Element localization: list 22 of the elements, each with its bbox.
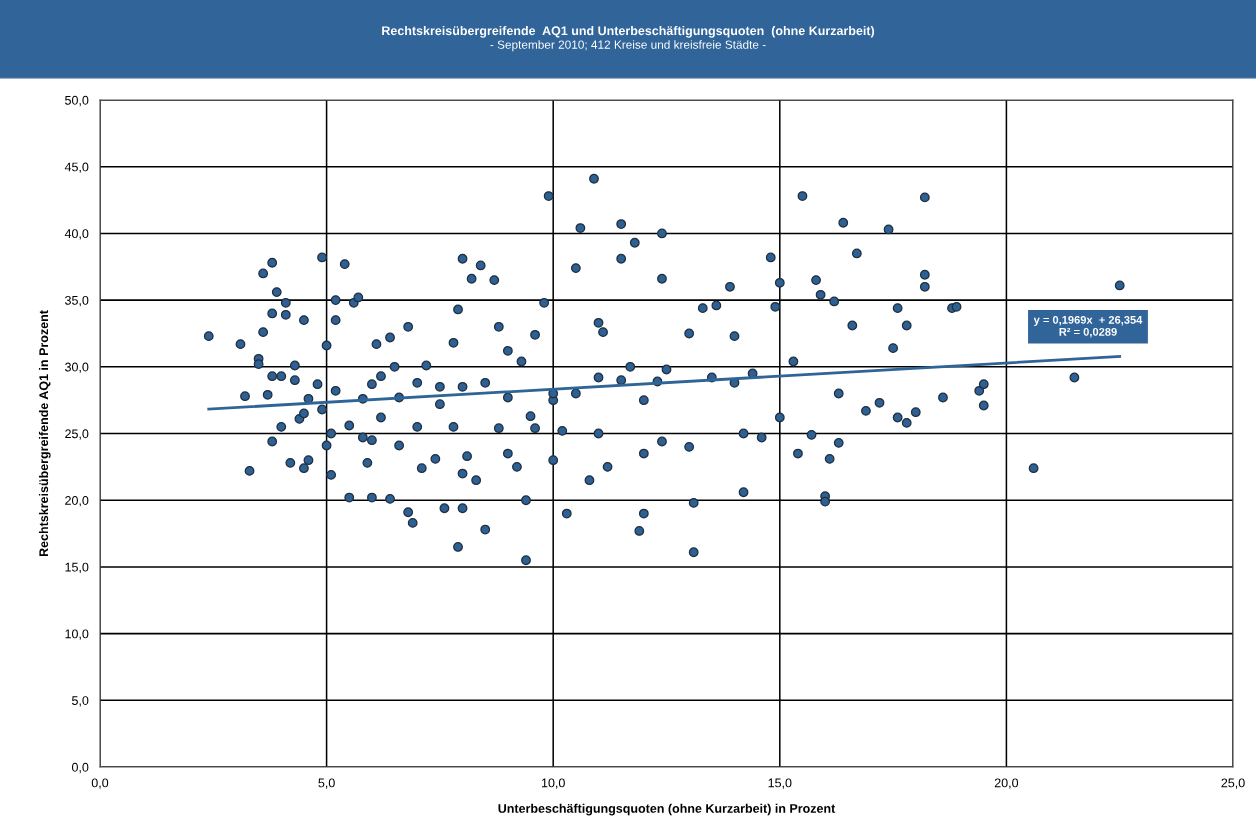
y-tick-label: 0,0 xyxy=(71,762,89,774)
chart-title: Rechtskreisübergreifende AQ1 und Unterbeschäftigungsquoten (ohne Kurzarbeit) xyxy=(382,25,875,38)
annotation: y = 0,1969x + 26,354 R² = 0,0289 xyxy=(1033,315,1143,338)
x-tick-label: 25,0 xyxy=(1221,778,1245,789)
x-tick-label: 20,0 xyxy=(994,778,1019,789)
y-tick-label: 25,0 xyxy=(65,429,89,440)
y-tick-label: 20,0 xyxy=(65,496,89,507)
chart-subtitle: - September 2010; 412 Kreise und kreisfreie Städte - xyxy=(490,40,766,52)
x-tick-label: 15,0 xyxy=(768,778,792,789)
y-tick-label: 40,0 xyxy=(64,229,89,240)
y-axis-title: Rechtskreisübergreifende AQ1 in Prozent xyxy=(38,310,51,557)
y-tick-label: 15,0 xyxy=(65,562,89,574)
x-tick-label: 10,0 xyxy=(541,778,565,789)
x-axis-title: Unterbeschäftigungsquoten (ohne Kurzarbeit) in Prozent xyxy=(498,803,836,816)
y-tick-label: 50,0 xyxy=(65,95,89,107)
y-tick-label: 35,0 xyxy=(65,295,89,307)
x-tick-label: 0,0 xyxy=(91,778,109,789)
y-tick-label: 45,0 xyxy=(64,162,89,173)
y-tick-label: 10,0 xyxy=(65,629,89,640)
y-tick-label: 5,0 xyxy=(71,696,89,707)
x-tick-label: 5,0 xyxy=(318,778,335,789)
y-tick-label: 30,0 xyxy=(65,362,89,373)
